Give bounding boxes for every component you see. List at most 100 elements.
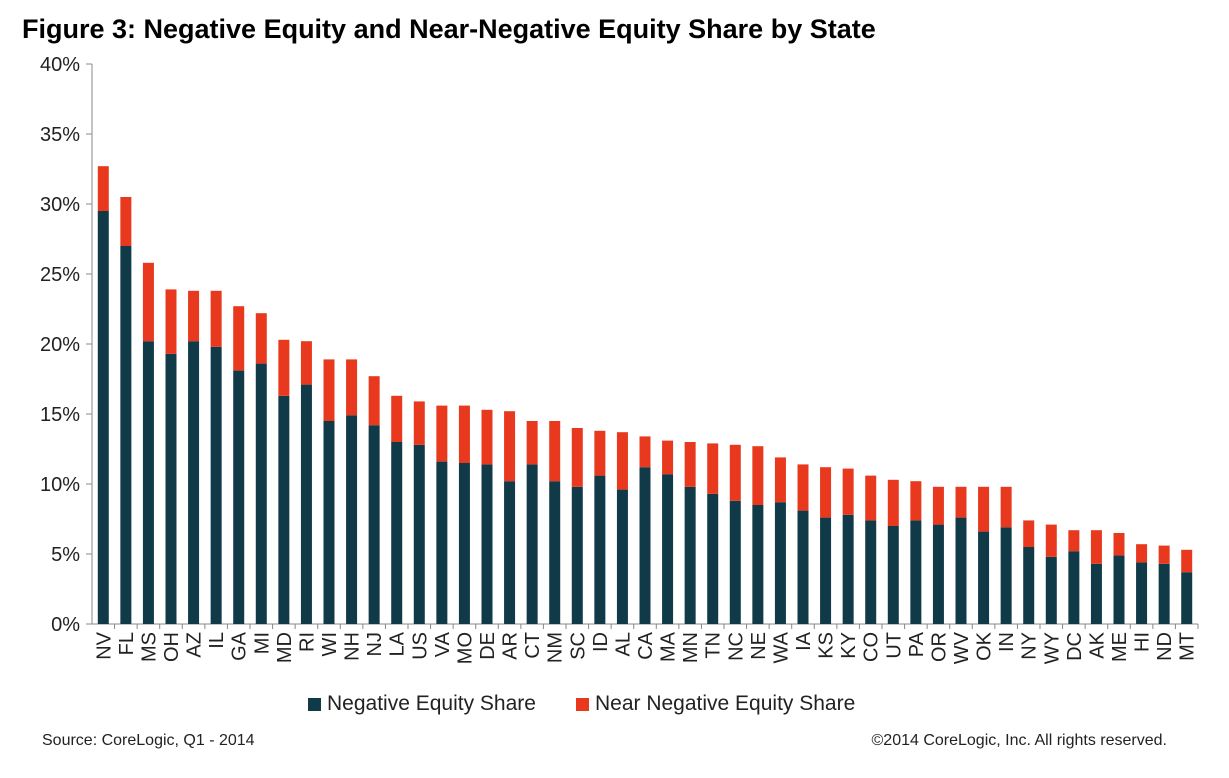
- bar-negative-equity: [1158, 563, 1170, 624]
- bar-negative-equity: [413, 444, 425, 624]
- bar-near-negative-equity: [142, 262, 154, 342]
- y-tick-label: 20%: [40, 334, 80, 356]
- x-tick-label: KY: [838, 632, 860, 659]
- bar-negative-equity: [368, 425, 380, 624]
- bar-near-negative-equity: [820, 467, 832, 518]
- bar-negative-equity: [639, 467, 651, 624]
- bar-negative-equity: [932, 524, 944, 624]
- x-tick-label: PA: [906, 631, 928, 657]
- bar-near-negative-equity: [255, 313, 267, 364]
- bar-near-negative-equity: [504, 411, 516, 482]
- x-tick-label: US: [409, 632, 431, 660]
- bar-near-negative-equity: [955, 486, 967, 518]
- bar-negative-equity: [797, 510, 809, 624]
- bar-near-negative-equity: [413, 401, 425, 445]
- source-note: Source: CoreLogic, Q1 - 2014: [42, 732, 255, 749]
- x-tick-label: NY: [1019, 632, 1041, 660]
- x-tick-label: WV: [951, 631, 973, 664]
- x-tick-label: NV: [93, 631, 115, 659]
- bar-near-negative-equity: [1181, 549, 1193, 573]
- bar-near-negative-equity: [300, 341, 312, 385]
- y-tick-label: 25%: [40, 264, 80, 286]
- bar-negative-equity: [526, 464, 538, 624]
- bar-negative-equity: [662, 474, 674, 624]
- bar-near-negative-equity: [774, 457, 786, 503]
- bar-near-negative-equity: [1158, 545, 1170, 564]
- y-axis: 0% 5% 10% 15% 20% 25% 30% 35% 40%: [40, 54, 93, 636]
- x-axis: NV FL MS OH AZ IL GA MI MD RI WI NH NJ LA US VA MO DE AR CT…: [92, 623, 1199, 664]
- x-tick-label: WY: [1041, 632, 1063, 664]
- bar-negative-equity: [278, 395, 290, 624]
- bar-negative-equity: [165, 353, 177, 624]
- bar-negative-equity: [188, 341, 200, 624]
- bar-near-negative-equity: [1068, 530, 1080, 552]
- y-tick-label: 15%: [40, 404, 80, 426]
- bar-negative-equity: [887, 526, 899, 624]
- legend: Negative Equity Share Near Negative Equi…: [308, 692, 895, 716]
- bar-negative-equity: [504, 481, 516, 624]
- copyright-note: ©2014 CoreLogic, Inc. All rights reserve…: [871, 732, 1168, 749]
- bar-near-negative-equity: [346, 359, 358, 416]
- x-tick-label: IL: [206, 632, 228, 649]
- legend-label-near-negative: Near Negative Equity Share: [594, 692, 856, 715]
- bar-negative-equity: [1045, 556, 1057, 624]
- bar-near-negative-equity: [1136, 544, 1148, 563]
- bar-negative-equity: [955, 517, 967, 624]
- x-tick-label: FL: [116, 632, 138, 655]
- bar-negative-equity: [346, 415, 358, 624]
- bar-near-negative-equity: [391, 395, 403, 442]
- bar-near-negative-equity: [458, 405, 470, 463]
- x-tick-label: MD: [274, 632, 296, 663]
- bar-negative-equity: [616, 489, 628, 624]
- x-tick-label: NH: [342, 632, 364, 661]
- bar-negative-equity: [1090, 563, 1102, 624]
- bar-near-negative-equity: [684, 442, 696, 487]
- x-tick-label: AK: [1086, 631, 1108, 658]
- bar-negative-equity: [594, 475, 606, 624]
- x-tick-label: RI: [296, 632, 318, 652]
- bar-near-negative-equity: [481, 409, 493, 465]
- bar-near-negative-equity: [571, 428, 583, 487]
- y-tick-label: 40%: [40, 54, 80, 76]
- bar-near-negative-equity: [526, 421, 538, 465]
- legend-swatch-negative: [308, 697, 321, 711]
- bar-near-negative-equity: [797, 464, 809, 511]
- y-tick-label: 10%: [40, 474, 80, 496]
- bar-near-negative-equity: [1113, 533, 1125, 556]
- x-tick-label: NM: [545, 632, 567, 663]
- bar-near-negative-equity: [210, 290, 222, 347]
- x-tick-label: OR: [928, 632, 950, 662]
- bar-negative-equity: [1023, 547, 1035, 624]
- x-tick-label: MO: [454, 632, 476, 664]
- bar-negative-equity: [458, 463, 470, 624]
- bar-negative-equity: [549, 481, 561, 624]
- y-tick-label: 0%: [51, 614, 80, 636]
- bar-near-negative-equity: [662, 440, 674, 475]
- bar-near-negative-equity: [932, 486, 944, 525]
- bar-near-negative-equity: [752, 446, 764, 505]
- y-tick-label: 5%: [51, 544, 80, 566]
- bar-near-negative-equity: [1090, 530, 1102, 564]
- x-tick-label: OH: [161, 632, 183, 662]
- x-tick-label: UT: [883, 632, 905, 659]
- bar-negative-equity: [571, 486, 583, 624]
- x-tick-label: MI: [251, 632, 273, 654]
- bar-near-negative-equity: [729, 444, 741, 501]
- bar-negative-equity: [1181, 572, 1193, 624]
- bar-near-negative-equity: [188, 290, 200, 342]
- bar-near-negative-equity: [978, 486, 990, 532]
- bar-near-negative-equity: [842, 468, 854, 515]
- x-tick-label: IN: [996, 632, 1018, 652]
- bar-near-negative-equity: [97, 166, 109, 211]
- x-tick-label: HI: [1132, 632, 1154, 652]
- x-tick-label: VA: [432, 631, 454, 657]
- x-tick-label: AL: [612, 632, 634, 656]
- bar-near-negative-equity: [1045, 524, 1057, 557]
- bar-negative-equity: [97, 211, 109, 624]
- bar-negative-equity: [391, 442, 403, 624]
- bar-negative-equity: [865, 520, 877, 624]
- x-tick-label: IA: [793, 631, 815, 651]
- bar-near-negative-equity: [707, 443, 719, 494]
- bar-negative-equity: [684, 486, 696, 624]
- bar-near-negative-equity: [616, 432, 628, 490]
